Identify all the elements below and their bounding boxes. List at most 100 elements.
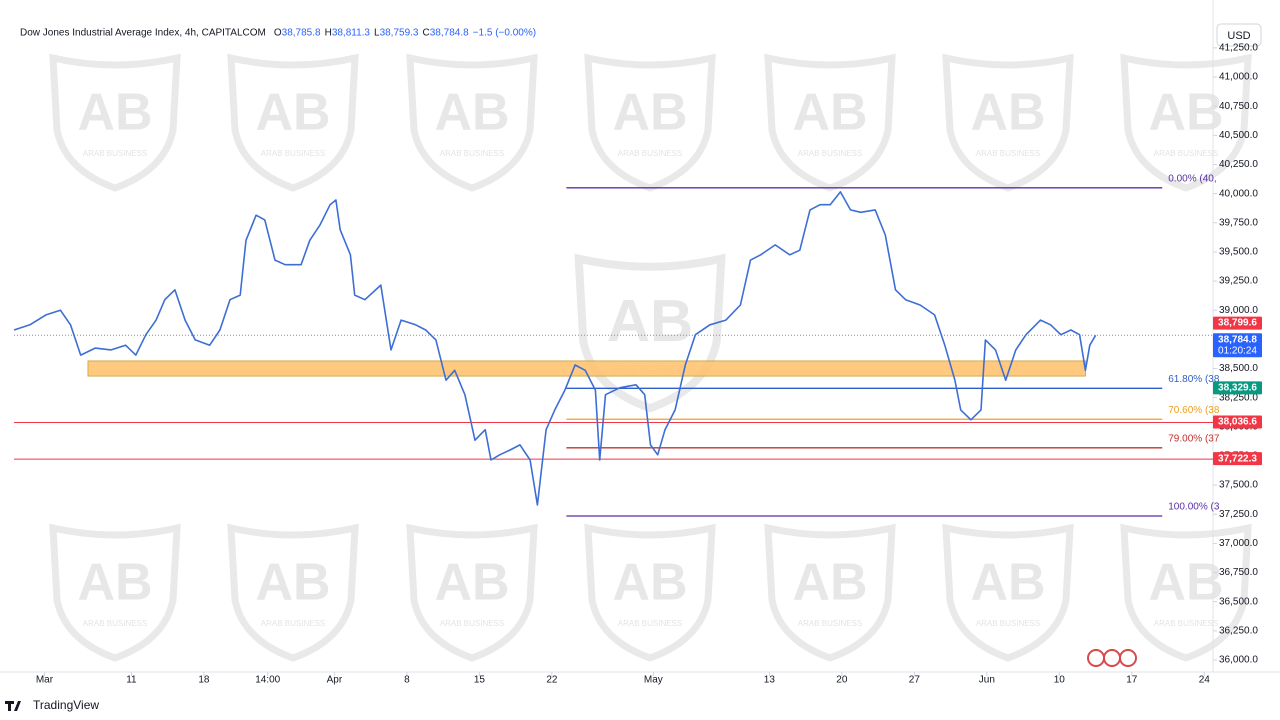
y-tick-label: 40,000.0 [1219,188,1258,199]
y-tick-label: 40,500.0 [1219,130,1258,141]
currency-button[interactable] [1216,23,1262,47]
y-tick-label: 39,750.0 [1219,217,1258,228]
y-tick-label: 38,500.0 [1219,363,1258,374]
x-tick-label: Jun [979,675,995,686]
x-tick-label: 14:00 [255,675,280,686]
watermark: AB ARAB BUSINESS [1120,523,1252,662]
x-tick-label: Apr [327,675,343,686]
watermark-mark: AB [612,554,687,612]
watermark-name: ARAB BUSINESS [618,149,682,158]
watermark-mark: AB [255,554,330,612]
y-tick-label: 36,250.0 [1219,625,1258,636]
chart-title: Dow Jones Industrial Average Index, 4h, … [20,28,266,39]
x-tick-label: 20 [836,675,848,686]
watermark: AB ARAB BUSINESS [942,523,1074,662]
watermark-name: ARAB BUSINESS [440,149,504,158]
price-line-series [13,191,1097,506]
watermark-mark: AB [1148,554,1223,612]
event-icon[interactable] [1103,649,1121,667]
y-tick-label: 36,000.0 [1219,655,1258,666]
watermark-name: ARAB BUSINESS [618,619,682,628]
watermark-mark: AB [612,84,687,142]
price-badge [1213,415,1262,429]
x-tick-label: 11 [126,675,137,686]
x-tick-label: 13 [764,675,776,686]
ohlc-key: L [374,28,380,39]
watermark-shield [49,523,181,662]
y-tick-label: 39,250.0 [1219,276,1258,287]
watermark-shield [584,523,716,662]
watermark-shield [942,53,1074,192]
watermark-shield [584,53,716,192]
watermark-name: ARAB BUSINESS [798,619,862,628]
currency[interactable]: USD [1227,30,1250,42]
watermark: AB ARAB BUSINESS [584,523,716,662]
price-countdown: 01:20:24 [1218,345,1257,356]
watermark-mark: AB [1148,84,1223,142]
watermark: AB ARAB BUSINESS [764,53,896,192]
watermark-shield [1120,53,1252,192]
event-icon[interactable] [1087,649,1105,667]
x-tick-label: 8 [404,675,410,686]
watermark: AB ARAB BUSINESS [1120,53,1252,192]
x-tick-label: Mar [36,675,54,686]
y-tick-label: 41,250.0 [1219,43,1258,54]
footer-logo [5,701,21,711]
price-badge [1213,316,1262,330]
watermark-mark: AB [77,84,152,142]
price-badge-label: 38,799.6 [1218,318,1257,329]
watermark-name: ARAB BUSINESS [976,149,1040,158]
watermark-shield [942,523,1074,662]
watermark: AB ARAB BUSINESS [227,523,359,662]
y-tick-label: 37,250.0 [1219,509,1258,520]
watermark-shield [49,53,181,192]
y-tick-label: 37,500.0 [1219,480,1258,491]
ohlc-key: O [274,28,282,39]
y-tick-label: 41,000.0 [1219,72,1258,83]
footer-brand[interactable]: TradingView [33,698,99,712]
watermark-mark: AB [792,84,867,142]
watermark: AB ARAB BUSINESS [406,523,538,662]
watermark: AB ARAB BUSINESS [942,53,1074,192]
watermark-name: ARAB BUSINESS [976,619,1040,628]
x-tick-label: 15 [474,675,486,686]
watermark-name: ARAB BUSINESS [83,619,147,628]
ohlc-value: 38,811.3 [332,28,371,39]
x-tick-label: 10 [1054,675,1066,686]
price-badge-label: 38,784.8 [1218,334,1257,345]
watermark-shield [764,523,896,662]
event-icon[interactable] [1119,649,1137,667]
watermark-name: ARAB BUSINESS [440,619,504,628]
x-tick-label: 24 [1199,675,1211,686]
watermark-shield [764,53,896,192]
price-badge [1213,452,1262,466]
y-tick-label: 39,500.0 [1219,247,1258,258]
fib-label: 0.00% (40, [1168,173,1216,184]
y-tick-label: 37,000.0 [1219,538,1258,549]
watermark-name: ARAB BUSINESS [261,149,325,158]
change: −1.5 (−0.00%) [473,28,536,39]
watermark-mark: AB [792,554,867,612]
y-tick-label: 39,000.0 [1219,305,1258,316]
ohlc-key: C [423,28,430,39]
fib-label: 61.80% (38 [1168,374,1220,385]
watermark-mark: AB [77,554,152,612]
watermark-mark: AB [255,84,330,142]
watermark: AB ARAB BUSINESS [764,523,896,662]
x-tick-label: May [644,675,663,686]
watermark: AB ARAB BUSINESS [584,53,716,192]
y-tick-label: 38,250.0 [1219,392,1258,403]
watermark-mark: AB [970,84,1045,142]
watermark-shield [406,523,538,662]
watermark: AB ARAB BUSINESS [49,53,181,192]
watermark-name: ARAB BUSINESS [798,149,862,158]
watermark-name: ARAB BUSINESS [1154,149,1218,158]
x-tick-label: 22 [546,675,558,686]
watermark-shield [227,523,359,662]
ohlc-value: 38,784.8 [430,28,469,39]
fib-label: 70.60% (38 [1168,405,1220,416]
watermark-mark: AB [434,84,509,142]
flags [1087,649,1137,667]
